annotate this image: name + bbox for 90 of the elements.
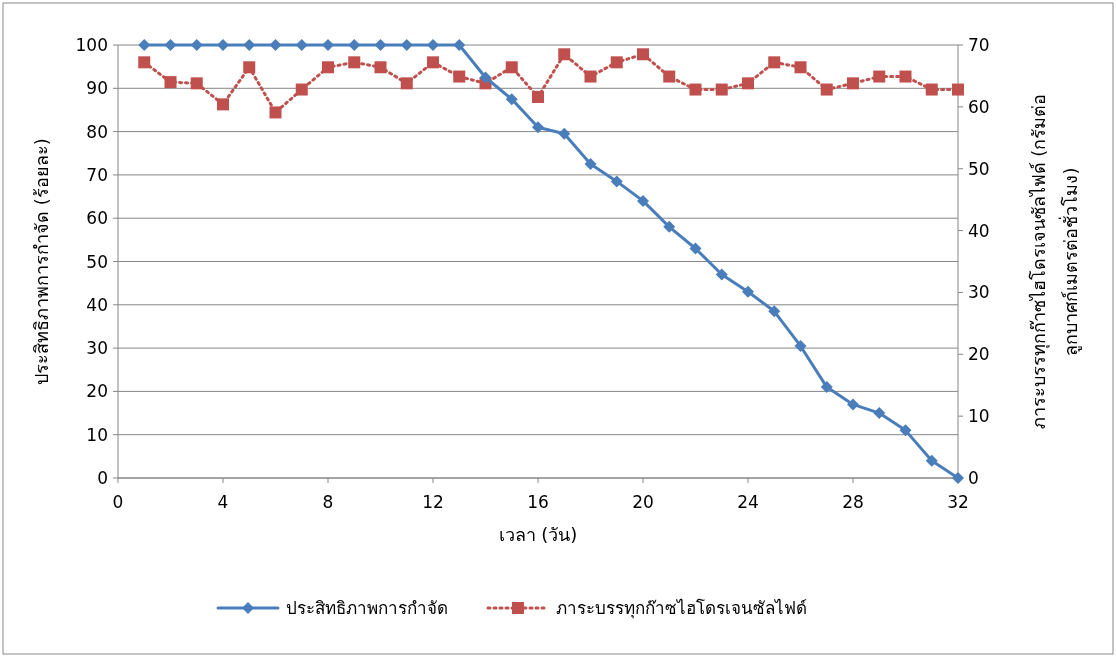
y-tick-label: 60 [86,208,108,229]
point [873,70,886,83]
point [322,61,334,74]
point [768,56,781,69]
point [952,472,964,484]
point [742,77,754,90]
y-tick-label: 30 [86,338,108,359]
point [217,98,229,111]
point [899,70,912,83]
point [925,83,938,96]
y-tick-label: 70 [86,164,108,185]
x-tick-label: 24 [737,492,759,512]
point [269,39,282,51]
point [558,127,571,140]
y-axis-title: ประสิทธิภาพการกำจัด (ร้อยละ) [31,138,52,385]
y2-tick-label: 0 [968,468,979,488]
point [847,398,859,411]
y2-tick-label: 60 [968,96,990,117]
y-tick-label: 80 [86,121,108,142]
y2-tick-label: 30 [968,282,990,303]
point [794,339,807,352]
x-tick-label: 0 [112,492,124,512]
point [952,83,964,96]
y-tick-label: 90 [86,78,108,99]
point [768,305,781,318]
point [689,242,702,255]
y-tick-label: 50 [86,251,108,272]
point [374,39,387,51]
y-tick-label: 20 [86,381,108,402]
point [479,71,492,84]
point [663,70,676,83]
x-axis-title: เวลา (วัน) [498,524,578,545]
point [505,93,518,106]
point [532,121,544,134]
x-tick-label: 32 [947,492,969,512]
point [164,39,177,51]
point [164,76,177,89]
x-tick-label: 4 [217,492,229,512]
y2-tick-label: 70 [968,35,990,55]
point [427,56,439,69]
point [243,61,256,74]
y-tick-label: 0 [97,468,108,488]
point [269,106,282,119]
point [873,407,886,420]
point [637,48,649,61]
point [715,268,728,281]
point [138,56,151,69]
point [663,220,676,233]
point [453,70,466,83]
point [820,83,833,96]
point [794,61,807,74]
point [505,61,518,74]
point [689,83,702,96]
point [427,39,439,51]
point [558,48,571,61]
point [899,424,912,437]
point [190,77,203,90]
x-tick-label: 16 [527,492,549,512]
point [453,39,466,51]
point [532,90,544,103]
legend-label: ภาระบรรทุกก๊าซไฮโดรเจนซัลไฟด์ [556,598,807,619]
legend-label: ประสิทธิภาพการกำจัด [286,598,448,618]
point [374,61,387,74]
point [742,285,754,298]
point [322,39,334,51]
point [217,39,229,51]
point [637,194,649,207]
point [295,83,308,96]
y-tick-label: 100 [75,35,108,55]
point [584,70,597,83]
x-tick-label: 12 [422,492,444,512]
point [820,381,833,394]
y-tick-label: 10 [86,424,108,445]
point [400,77,413,90]
point [610,175,623,188]
point [715,83,728,96]
point [584,158,597,171]
y2-tick-label: 20 [968,344,990,365]
y2-tick-label: 50 [968,158,990,179]
y2-axis-title: ภาระบรรทุกก๊าซไฮโดรเจนซัลไฟด์ (กรัมต่อ ลูกบาศก์เมตรต่อชั่วโมง) [1028,93,1082,430]
x-tick-label: 20 [632,492,654,512]
y2-tick-label: 40 [968,220,990,241]
y2-tick-label: 10 [968,406,990,427]
point [348,56,361,69]
point [610,56,623,69]
y-tick-label: 40 [86,294,108,315]
x-tick-label: 28 [842,492,864,512]
point [925,454,938,467]
x-tick-label: 8 [322,492,334,512]
point [847,77,859,90]
